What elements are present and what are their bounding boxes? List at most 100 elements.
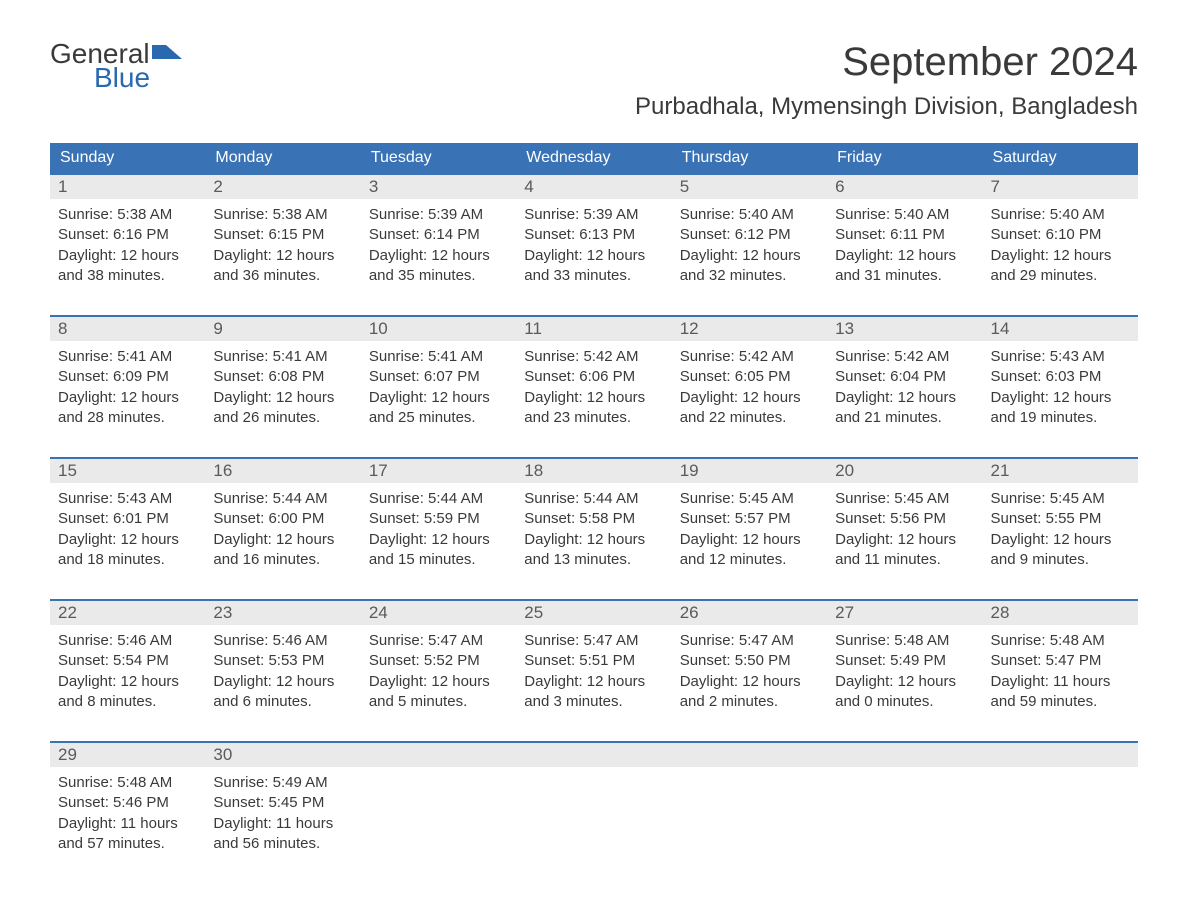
- day-header-row: Sunday Monday Tuesday Wednesday Thursday…: [50, 143, 1138, 174]
- daylight-text-2: and 28 minutes.: [58, 408, 197, 428]
- day-cell: 28Sunrise: 5:48 AMSunset: 5:47 PMDayligh…: [983, 600, 1138, 724]
- day-number: 18: [516, 459, 671, 483]
- day-header-wednesday: Wednesday: [516, 143, 671, 174]
- sunrise-text: Sunrise: 5:42 AM: [680, 347, 819, 367]
- sunrise-text: Sunrise: 5:38 AM: [213, 205, 352, 225]
- day-content: Sunrise: 5:48 AMSunset: 5:47 PMDaylight:…: [983, 625, 1138, 718]
- daylight-text-1: Daylight: 12 hours: [680, 530, 819, 550]
- day-content: Sunrise: 5:38 AMSunset: 6:15 PMDaylight:…: [205, 199, 360, 292]
- sunset-text: Sunset: 6:03 PM: [991, 367, 1130, 387]
- sunrise-text: Sunrise: 5:39 AM: [369, 205, 508, 225]
- day-content: Sunrise: 5:49 AMSunset: 5:45 PMDaylight:…: [205, 767, 360, 860]
- daylight-text-2: and 32 minutes.: [680, 266, 819, 286]
- title-section: September 2024 Purbadhala, Mymensingh Di…: [635, 40, 1138, 133]
- daylight-text-2: and 23 minutes.: [524, 408, 663, 428]
- day-cell: [983, 742, 1138, 866]
- day-header-thursday: Thursday: [672, 143, 827, 174]
- sunset-text: Sunset: 5:49 PM: [835, 651, 974, 671]
- daylight-text-1: Daylight: 12 hours: [213, 672, 352, 692]
- day-number: 12: [672, 317, 827, 341]
- day-number: 4: [516, 175, 671, 199]
- daylight-text-1: Daylight: 11 hours: [991, 672, 1130, 692]
- daylight-text-2: and 38 minutes.: [58, 266, 197, 286]
- day-number: 27: [827, 601, 982, 625]
- sunset-text: Sunset: 5:52 PM: [369, 651, 508, 671]
- sunset-text: Sunset: 5:51 PM: [524, 651, 663, 671]
- day-number: 6: [827, 175, 982, 199]
- daylight-text-2: and 11 minutes.: [835, 550, 974, 570]
- week-number-row: 29Sunrise: 5:48 AMSunset: 5:46 PMDayligh…: [50, 742, 1138, 866]
- logo: General Blue: [50, 40, 182, 92]
- day-content: Sunrise: 5:42 AMSunset: 6:05 PMDaylight:…: [672, 341, 827, 434]
- day-number: 29: [50, 743, 205, 767]
- day-cell: 19Sunrise: 5:45 AMSunset: 5:57 PMDayligh…: [672, 458, 827, 582]
- day-cell: 25Sunrise: 5:47 AMSunset: 5:51 PMDayligh…: [516, 600, 671, 724]
- day-number: 5: [672, 175, 827, 199]
- day-number: 26: [672, 601, 827, 625]
- sunrise-text: Sunrise: 5:40 AM: [991, 205, 1130, 225]
- day-cell: 1Sunrise: 5:38 AMSunset: 6:16 PMDaylight…: [50, 174, 205, 298]
- sunrise-text: Sunrise: 5:49 AM: [213, 773, 352, 793]
- spacer-row: [50, 582, 1138, 600]
- sunset-text: Sunset: 6:05 PM: [680, 367, 819, 387]
- daylight-text-2: and 22 minutes.: [680, 408, 819, 428]
- daylight-text-1: Daylight: 12 hours: [680, 388, 819, 408]
- day-cell: [672, 742, 827, 866]
- sunset-text: Sunset: 6:12 PM: [680, 225, 819, 245]
- sunset-text: Sunset: 6:09 PM: [58, 367, 197, 387]
- day-header-monday: Monday: [205, 143, 360, 174]
- daylight-text-2: and 35 minutes.: [369, 266, 508, 286]
- daylight-text-2: and 9 minutes.: [991, 550, 1130, 570]
- day-number: 10: [361, 317, 516, 341]
- daylight-text-1: Daylight: 12 hours: [369, 672, 508, 692]
- daylight-text-1: Daylight: 11 hours: [213, 814, 352, 834]
- day-cell: 11Sunrise: 5:42 AMSunset: 6:06 PMDayligh…: [516, 316, 671, 440]
- sunset-text: Sunset: 6:07 PM: [369, 367, 508, 387]
- sunset-text: Sunset: 5:56 PM: [835, 509, 974, 529]
- sunrise-text: Sunrise: 5:41 AM: [58, 347, 197, 367]
- week-number-row: 1Sunrise: 5:38 AMSunset: 6:16 PMDaylight…: [50, 174, 1138, 298]
- sunrise-text: Sunrise: 5:47 AM: [524, 631, 663, 651]
- day-number: 2: [205, 175, 360, 199]
- day-cell: 10Sunrise: 5:41 AMSunset: 6:07 PMDayligh…: [361, 316, 516, 440]
- logo-flag-icon: [152, 40, 182, 68]
- sunrise-text: Sunrise: 5:41 AM: [369, 347, 508, 367]
- daylight-text-2: and 57 minutes.: [58, 834, 197, 854]
- day-header-sunday: Sunday: [50, 143, 205, 174]
- sunrise-text: Sunrise: 5:48 AM: [991, 631, 1130, 651]
- sunrise-text: Sunrise: 5:43 AM: [58, 489, 197, 509]
- day-number: 11: [516, 317, 671, 341]
- day-cell: 18Sunrise: 5:44 AMSunset: 5:58 PMDayligh…: [516, 458, 671, 582]
- day-content: Sunrise: 5:44 AMSunset: 5:58 PMDaylight:…: [516, 483, 671, 576]
- week-number-row: 22Sunrise: 5:46 AMSunset: 5:54 PMDayligh…: [50, 600, 1138, 724]
- day-number: 15: [50, 459, 205, 483]
- sunrise-text: Sunrise: 5:42 AM: [524, 347, 663, 367]
- day-cell: 20Sunrise: 5:45 AMSunset: 5:56 PMDayligh…: [827, 458, 982, 582]
- sunset-text: Sunset: 5:50 PM: [680, 651, 819, 671]
- day-content: Sunrise: 5:41 AMSunset: 6:09 PMDaylight:…: [50, 341, 205, 434]
- sunset-text: Sunset: 5:55 PM: [991, 509, 1130, 529]
- day-content: Sunrise: 5:41 AMSunset: 6:08 PMDaylight:…: [205, 341, 360, 434]
- sunrise-text: Sunrise: 5:45 AM: [991, 489, 1130, 509]
- daylight-text-1: Daylight: 12 hours: [58, 672, 197, 692]
- location-title: Purbadhala, Mymensingh Division, Banglad…: [635, 93, 1138, 121]
- sunset-text: Sunset: 6:15 PM: [213, 225, 352, 245]
- sunrise-text: Sunrise: 5:40 AM: [835, 205, 974, 225]
- sunrise-text: Sunrise: 5:48 AM: [835, 631, 974, 651]
- day-content: Sunrise: 5:42 AMSunset: 6:06 PMDaylight:…: [516, 341, 671, 434]
- day-number-empty: [361, 743, 516, 767]
- spacer-row: [50, 440, 1138, 458]
- daylight-text-1: Daylight: 11 hours: [58, 814, 197, 834]
- daylight-text-2: and 16 minutes.: [213, 550, 352, 570]
- daylight-text-1: Daylight: 12 hours: [369, 530, 508, 550]
- daylight-text-2: and 59 minutes.: [991, 692, 1130, 712]
- day-content: Sunrise: 5:39 AMSunset: 6:14 PMDaylight:…: [361, 199, 516, 292]
- sunrise-text: Sunrise: 5:40 AM: [680, 205, 819, 225]
- day-content: Sunrise: 5:40 AMSunset: 6:11 PMDaylight:…: [827, 199, 982, 292]
- daylight-text-1: Daylight: 12 hours: [835, 388, 974, 408]
- day-cell: 27Sunrise: 5:48 AMSunset: 5:49 PMDayligh…: [827, 600, 982, 724]
- day-cell: 22Sunrise: 5:46 AMSunset: 5:54 PMDayligh…: [50, 600, 205, 724]
- daylight-text-1: Daylight: 12 hours: [524, 530, 663, 550]
- sunset-text: Sunset: 5:46 PM: [58, 793, 197, 813]
- daylight-text-1: Daylight: 12 hours: [524, 388, 663, 408]
